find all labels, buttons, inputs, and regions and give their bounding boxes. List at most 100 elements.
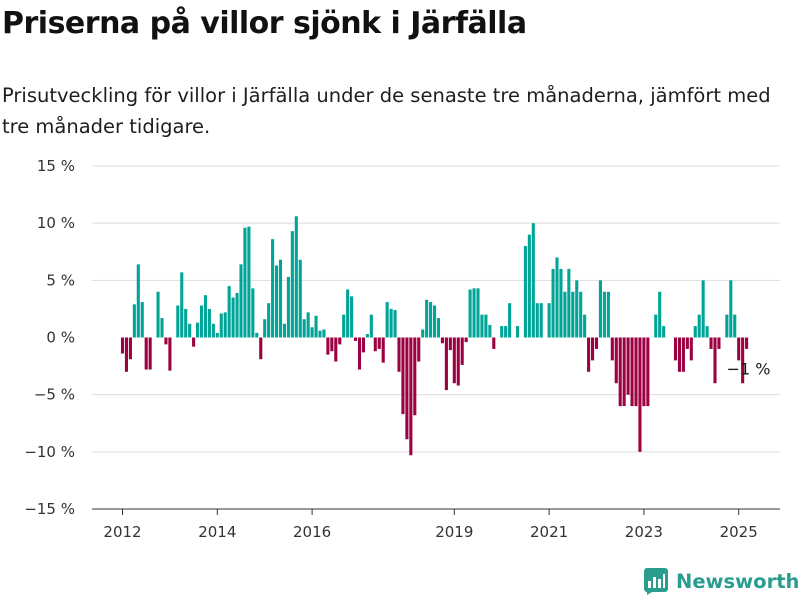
x-tick-label: 2012	[103, 523, 141, 541]
bar	[120, 337, 125, 354]
bar	[460, 337, 464, 365]
bar	[429, 302, 433, 338]
bar	[393, 310, 397, 338]
y-tick-label: −5 %	[34, 386, 75, 404]
bar	[259, 337, 263, 360]
bar	[472, 288, 476, 338]
bar	[140, 302, 144, 338]
bar	[227, 286, 231, 338]
bar	[448, 337, 452, 351]
bar	[235, 292, 239, 338]
bar	[354, 337, 358, 341]
bar	[397, 337, 401, 372]
bar	[436, 318, 441, 338]
bar	[389, 308, 393, 338]
bar	[598, 280, 602, 338]
newsworthy-logo-text: Newsworthy	[676, 570, 800, 593]
bar	[717, 337, 721, 349]
bar	[144, 337, 148, 370]
bar	[342, 314, 346, 338]
bar	[247, 226, 251, 338]
bar	[219, 313, 223, 338]
bar	[488, 324, 492, 338]
x-tick-label: 2025	[720, 523, 758, 541]
last-value-annotation: −1 %	[727, 360, 771, 379]
bar	[642, 337, 646, 407]
bar	[357, 337, 362, 370]
x-tick-label: 2016	[293, 523, 331, 541]
bar	[302, 319, 306, 338]
bar-chart: 15 %10 %5 %0 %−5 %−10 %−15 % 2012 2014 201…	[24, 157, 780, 541]
bar	[733, 314, 737, 338]
x-tick-label: 2019	[435, 523, 473, 541]
bar	[239, 264, 243, 338]
bar	[294, 216, 298, 338]
bar	[531, 223, 535, 338]
bar	[231, 297, 235, 338]
bar	[196, 322, 200, 338]
bar	[614, 337, 618, 384]
bar	[199, 305, 204, 338]
bar	[504, 326, 508, 338]
bar	[275, 265, 279, 338]
bar	[539, 303, 543, 338]
y-tick-label: 0 %	[46, 329, 75, 347]
bar	[626, 337, 630, 395]
bar	[243, 227, 247, 338]
bar	[610, 337, 614, 361]
bar	[693, 326, 697, 338]
chart-subtitle: Prisutveckling för villor i Järfälla und…	[2, 84, 771, 138]
bar	[160, 318, 164, 338]
bar	[452, 337, 456, 384]
bar	[444, 337, 448, 391]
y-tick-label: −10 %	[24, 443, 75, 461]
bar	[440, 337, 444, 344]
bar	[559, 268, 563, 338]
bar	[413, 337, 417, 416]
bar	[168, 337, 172, 371]
bar	[330, 337, 334, 352]
bar	[267, 303, 271, 338]
bar	[192, 337, 196, 347]
bar	[677, 337, 681, 372]
bar	[745, 337, 749, 349]
bar	[480, 314, 484, 338]
bar	[128, 337, 132, 360]
bar	[263, 319, 267, 338]
bar	[547, 303, 551, 338]
bar	[484, 314, 488, 338]
y-tick-label: −15 %	[24, 500, 75, 518]
bar	[184, 308, 188, 338]
x-tick-label: 2023	[625, 523, 663, 541]
bar	[223, 312, 227, 338]
bar	[476, 288, 480, 338]
bar	[571, 291, 575, 338]
bar	[681, 337, 685, 372]
bar	[622, 337, 626, 407]
bar	[433, 305, 437, 338]
bar	[713, 337, 717, 384]
bar	[381, 337, 385, 363]
bar	[409, 337, 413, 456]
bar	[188, 323, 192, 338]
bar	[508, 303, 512, 338]
bar	[361, 337, 365, 353]
bar	[737, 337, 741, 361]
bar	[551, 268, 555, 338]
chart-title: Priserna på villor sjönk i Järfälla	[2, 6, 527, 41]
bar	[255, 332, 259, 338]
bar	[282, 323, 286, 338]
x-tick-label: 2021	[530, 523, 568, 541]
newsworthy-logo-icon	[644, 568, 668, 595]
bar	[606, 291, 610, 338]
bar	[701, 280, 705, 338]
bar	[290, 231, 294, 338]
bar	[176, 305, 180, 338]
bar	[634, 337, 638, 407]
bar	[156, 291, 160, 338]
bar	[591, 337, 595, 361]
bar	[132, 304, 136, 338]
bar	[425, 299, 429, 338]
bar	[211, 323, 215, 338]
bar	[306, 312, 310, 338]
